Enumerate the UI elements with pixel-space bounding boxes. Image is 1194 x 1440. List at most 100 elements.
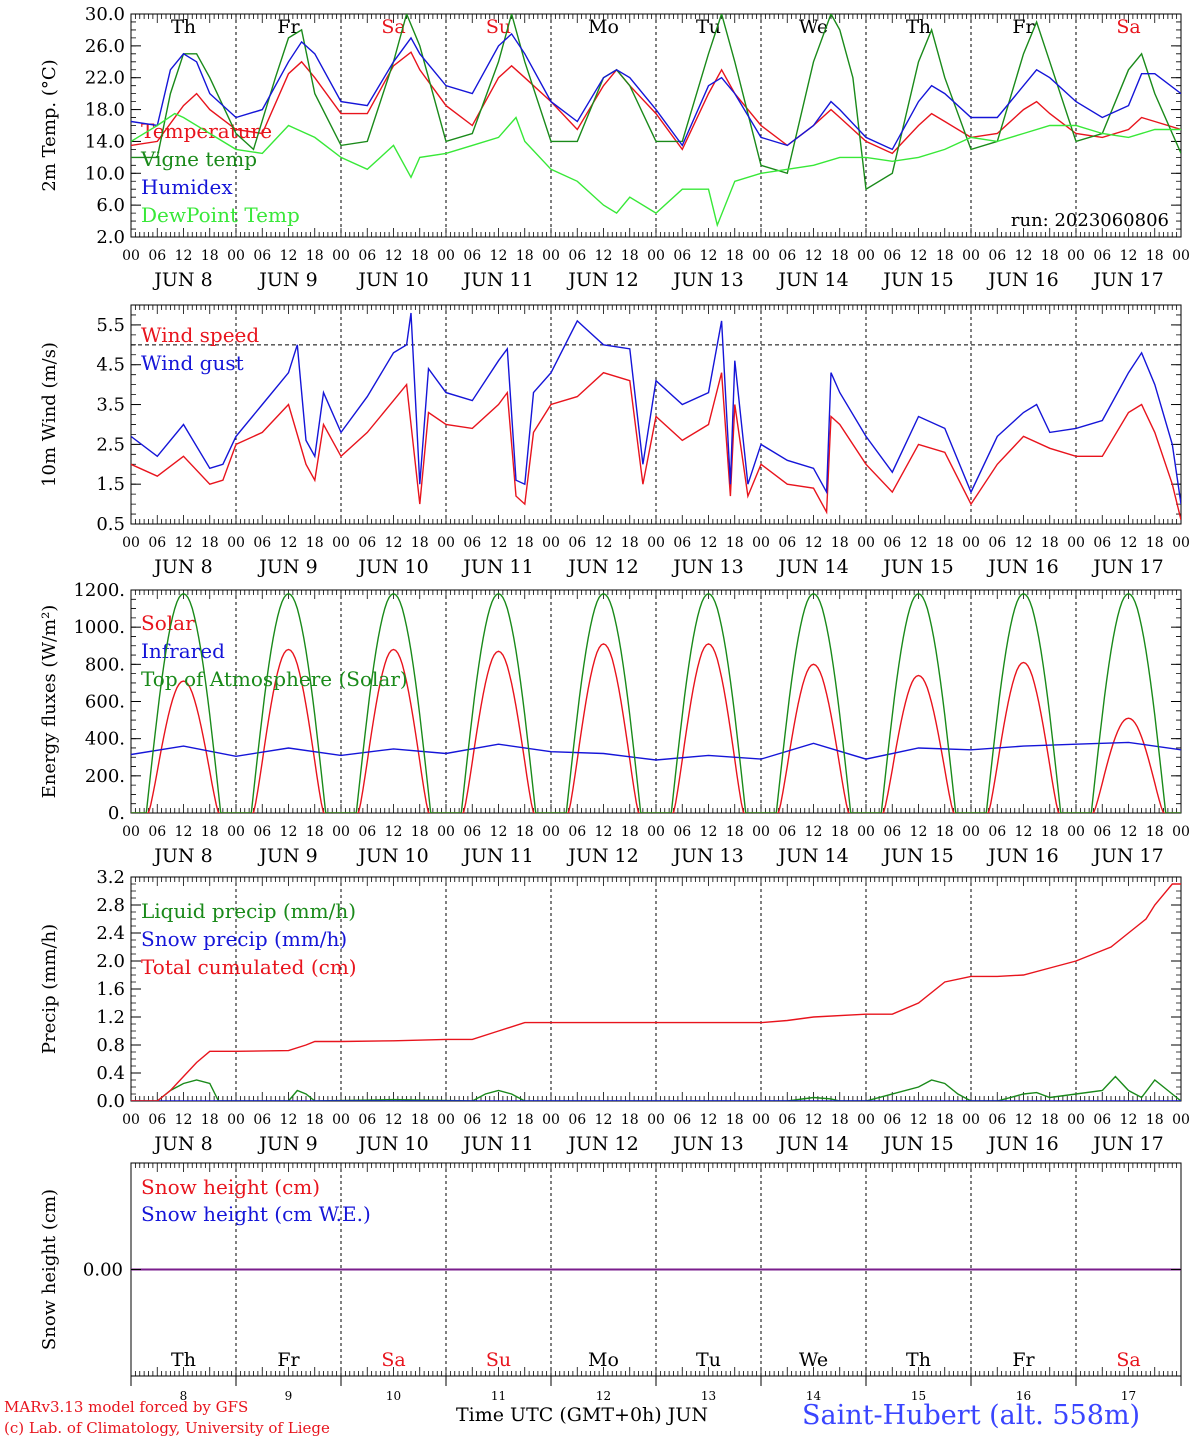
model-credit: MARv3.13 model forced by GFS [4, 1398, 249, 1416]
wind-date-label: JUN 12 [566, 556, 638, 578]
snow-day-number: 8 [180, 1389, 188, 1403]
temp-hour-label: 00 [227, 248, 245, 264]
precip-date-label: JUN 8 [152, 1133, 212, 1155]
temp-weekday: Su [486, 16, 511, 38]
wind-minor-yticks [131, 304, 1181, 525]
temp-weekday: Fr [277, 16, 300, 38]
wind-hour-label: 00 [122, 535, 140, 551]
snow-day-number: 9 [285, 1389, 293, 1403]
wind-date-label: JUN 10 [356, 556, 428, 578]
snow-day-number: 14 [806, 1389, 822, 1403]
snow-weekday: Mo [588, 1349, 619, 1371]
temp-hour-label: 00 [857, 248, 875, 264]
energy-hour-label: 18 [936, 824, 954, 840]
precip-date-label: JUN 17 [1091, 1133, 1163, 1155]
wind-hour-label: 06 [1093, 535, 1111, 551]
wind-date-label: JUN 9 [257, 556, 317, 578]
energy-ylabel: Energy fluxes (W/m²) [39, 605, 60, 799]
wind-date-label: JUN 17 [1091, 556, 1163, 578]
energy-date-label: JUN 17 [1091, 845, 1163, 867]
temp-weekday: Th [171, 16, 196, 38]
wind-date-label: JUN 11 [461, 556, 533, 578]
energy-hour-label: 00 [332, 824, 350, 840]
temp-hour-label: 06 [883, 248, 901, 264]
wind-date-label: JUN 13 [671, 556, 743, 578]
precip-date-label: JUN 13 [671, 1133, 743, 1155]
wind-hour-label: 18 [516, 535, 534, 551]
wind-hour-label: 06 [253, 535, 271, 551]
precip-hour-label: 18 [306, 1112, 324, 1128]
station-name: Saint-Hubert (alt. 558m) [802, 1400, 1141, 1431]
precip-hour-label: 18 [831, 1112, 849, 1128]
wind-hour-label: 18 [726, 535, 744, 551]
energy-ytick-label: 0. [108, 803, 125, 824]
energy-ytick-label: 200. [85, 766, 125, 787]
precip-hour-label: 12 [700, 1112, 718, 1128]
snow-day-number: 15 [911, 1389, 926, 1403]
wind-hour-label: 18 [201, 535, 219, 551]
temp-legend-item: DewPoint Temp [141, 203, 300, 227]
snow-hour-ticks [130, 1163, 1182, 1376]
wind-hour-label: 06 [883, 535, 901, 551]
energy-series-top-of-atmosphere-solar- [131, 592, 1181, 813]
wind-hour-label: 06 [148, 535, 166, 551]
precip-hour-label: 18 [726, 1112, 744, 1128]
snow-day-number: 11 [491, 1389, 506, 1403]
energy-hour-label: 06 [1093, 824, 1111, 840]
precip-date-label: JUN 11 [461, 1133, 533, 1155]
energy-hour-label: 18 [411, 824, 429, 840]
temp-hour-label: 00 [1172, 248, 1190, 264]
temp-weekday: Fr [1012, 16, 1035, 38]
wind-ytick-label: 2.5 [96, 434, 125, 455]
temp-hour-label: 00 [752, 248, 770, 264]
precip-hour-label: 12 [1120, 1112, 1138, 1128]
wind-hour-label: 06 [358, 535, 376, 551]
temp-date-label: JUN 17 [1091, 269, 1163, 291]
temp-series-temperature [131, 51, 1181, 155]
temp-hour-label: 06 [1093, 248, 1111, 264]
temp-hour-label: 12 [175, 248, 193, 264]
energy-hour-label: 12 [385, 824, 403, 840]
precip-ylabel: Precip (mm/h) [39, 924, 60, 1054]
energy-hour-label: 00 [752, 824, 770, 840]
precip-hour-label: 06 [148, 1112, 166, 1128]
precip-hour-label: 06 [253, 1112, 271, 1128]
precip-hour-label: 00 [962, 1112, 980, 1128]
temp-ytick-label: 10.0 [85, 163, 125, 184]
wind-hour-label: 12 [910, 535, 928, 551]
temp-ytick-label: 14.0 [85, 131, 125, 152]
energy-date-label: JUN 12 [566, 845, 638, 867]
wind-hour-label: 12 [385, 535, 403, 551]
precip-hour-label: 06 [463, 1112, 481, 1128]
temp-date-label: JUN 10 [356, 269, 428, 291]
wind-hour-label: 00 [542, 535, 560, 551]
temp-hour-label: 00 [1067, 248, 1085, 264]
precip-ytick-label: 1.2 [96, 1007, 125, 1028]
energy-hour-label: 00 [647, 824, 665, 840]
temp-date-label: JUN 13 [671, 269, 743, 291]
snow-legend-item: Snow height (cm) [141, 1175, 320, 1199]
energy-hour-label: 06 [358, 824, 376, 840]
precip-date-label: JUN 9 [257, 1133, 317, 1155]
wind-hour-label: 00 [752, 535, 770, 551]
wind-legend-item: Wind gust [141, 351, 244, 375]
precip-hour-label: 18 [1041, 1112, 1059, 1128]
energy-series-solar [131, 643, 1181, 813]
temp-hour-label: 12 [805, 248, 823, 264]
snow-weekday: Fr [1012, 1349, 1035, 1371]
temp-hour-label: 06 [253, 248, 271, 264]
energy-hour-label: 18 [516, 824, 534, 840]
temp-hour-label: 06 [988, 248, 1006, 264]
precip-hour-label: 00 [857, 1112, 875, 1128]
precip-series-liquid-precip-mm-h- [131, 1075, 1181, 1101]
temp-hour-label: 12 [700, 248, 718, 264]
energy-hour-label: 12 [280, 824, 298, 840]
energy-hour-label: 12 [1120, 824, 1138, 840]
temp-hour-label: 12 [490, 248, 508, 264]
energy-date-label: JUN 15 [881, 845, 953, 867]
precip-hour-label: 00 [542, 1112, 560, 1128]
snow-ylabel: Snow height (cm) [39, 1189, 60, 1350]
energy-hour-label: 00 [122, 824, 140, 840]
snow-day-number: 10 [386, 1389, 401, 1403]
